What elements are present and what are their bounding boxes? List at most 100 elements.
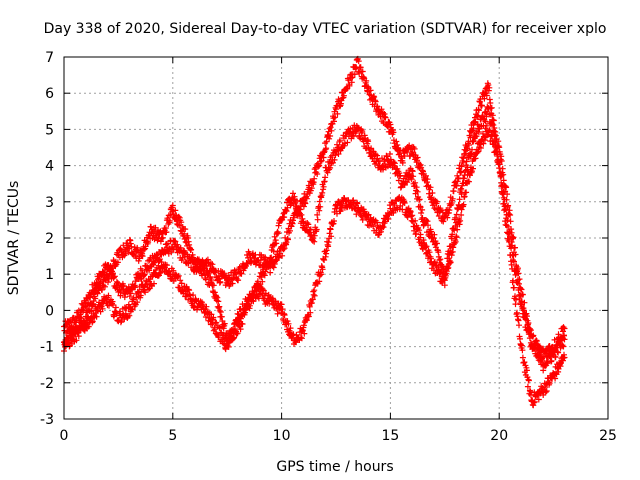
data-point [365, 138, 372, 145]
data-point [292, 339, 299, 346]
data-point [500, 189, 507, 195]
data-point [416, 227, 423, 234]
data-point [337, 137, 343, 144]
data-point [560, 343, 567, 350]
data-point [211, 326, 218, 333]
data-point [259, 278, 266, 285]
data-point [511, 284, 517, 291]
data-point [423, 243, 430, 250]
data-point [552, 375, 559, 382]
data-point [517, 291, 523, 298]
data-point [477, 145, 484, 151]
data-point [239, 321, 246, 327]
data-point [167, 212, 174, 218]
data-point [504, 211, 511, 218]
data-point [431, 231, 438, 238]
data-point [448, 252, 455, 259]
data-point [141, 271, 148, 278]
data-point [441, 282, 448, 289]
data-point [283, 208, 290, 215]
data-point [110, 274, 117, 281]
data-point [335, 151, 342, 157]
data-point [552, 354, 559, 361]
data-point [120, 282, 127, 289]
x-tick-label: 25 [599, 428, 617, 444]
data-point [318, 157, 325, 164]
data-point [297, 206, 304, 213]
data-point [190, 292, 197, 299]
data-point [270, 248, 277, 255]
data-point [314, 171, 321, 177]
data-point [443, 268, 450, 275]
data-point [318, 271, 325, 278]
data-point [214, 294, 221, 301]
data-point [278, 301, 285, 308]
data-point [346, 82, 353, 89]
data-point [487, 111, 494, 118]
data-point [322, 174, 329, 181]
data-point [530, 332, 537, 339]
data-point [519, 354, 526, 361]
data-point [386, 151, 393, 157]
data-point [68, 332, 75, 339]
y-tick-label: 0 [45, 303, 54, 319]
data-point [327, 164, 334, 171]
y-tick-label: 5 [45, 122, 54, 138]
data-point [341, 195, 348, 202]
data-point [298, 211, 305, 218]
data-point [145, 239, 152, 246]
data-point [479, 130, 486, 137]
data-point [188, 246, 195, 253]
data-point [114, 259, 121, 266]
data-point [323, 247, 330, 254]
data-point [328, 233, 335, 240]
y-tick-label: -1 [40, 340, 54, 356]
data-point [311, 232, 318, 239]
data-point [163, 262, 170, 269]
x-tick-label: 5 [168, 428, 177, 444]
data-point [225, 343, 232, 350]
y-tick-label: -3 [40, 412, 54, 428]
data-point [412, 217, 419, 224]
data-point [393, 138, 400, 145]
data-point [363, 77, 370, 84]
data-point [217, 278, 224, 285]
data-point [311, 175, 318, 182]
data-point [450, 188, 457, 195]
data-point [175, 272, 182, 279]
data-point [503, 206, 510, 213]
data-point [216, 325, 223, 332]
data-point [521, 359, 528, 366]
data-point [487, 100, 494, 106]
x-tick-label: 20 [490, 428, 508, 444]
data-point [316, 162, 323, 169]
data-point [378, 106, 385, 113]
data-point [463, 158, 470, 165]
data-point [316, 198, 323, 205]
data-point [433, 198, 440, 205]
data-point [458, 212, 465, 218]
data-point [561, 354, 568, 361]
data-point [359, 128, 366, 135]
data-point [499, 183, 506, 190]
data-point [517, 335, 523, 342]
data-point [314, 216, 321, 223]
data-point [169, 202, 176, 209]
data-point [503, 184, 510, 191]
data-point [230, 329, 237, 336]
data-point [512, 293, 518, 300]
data-point [485, 82, 492, 88]
data-point [326, 135, 333, 142]
data-point [325, 128, 332, 135]
data-point [250, 298, 257, 305]
data-point [380, 224, 387, 231]
data-point [559, 342, 566, 349]
data-point [358, 213, 365, 220]
data-point [409, 212, 416, 219]
y-axis-label: SDTVAR / TECUs [6, 181, 22, 296]
data-point [331, 156, 338, 163]
data-point [424, 176, 431, 183]
data-point [170, 267, 177, 274]
data-point [113, 278, 120, 285]
